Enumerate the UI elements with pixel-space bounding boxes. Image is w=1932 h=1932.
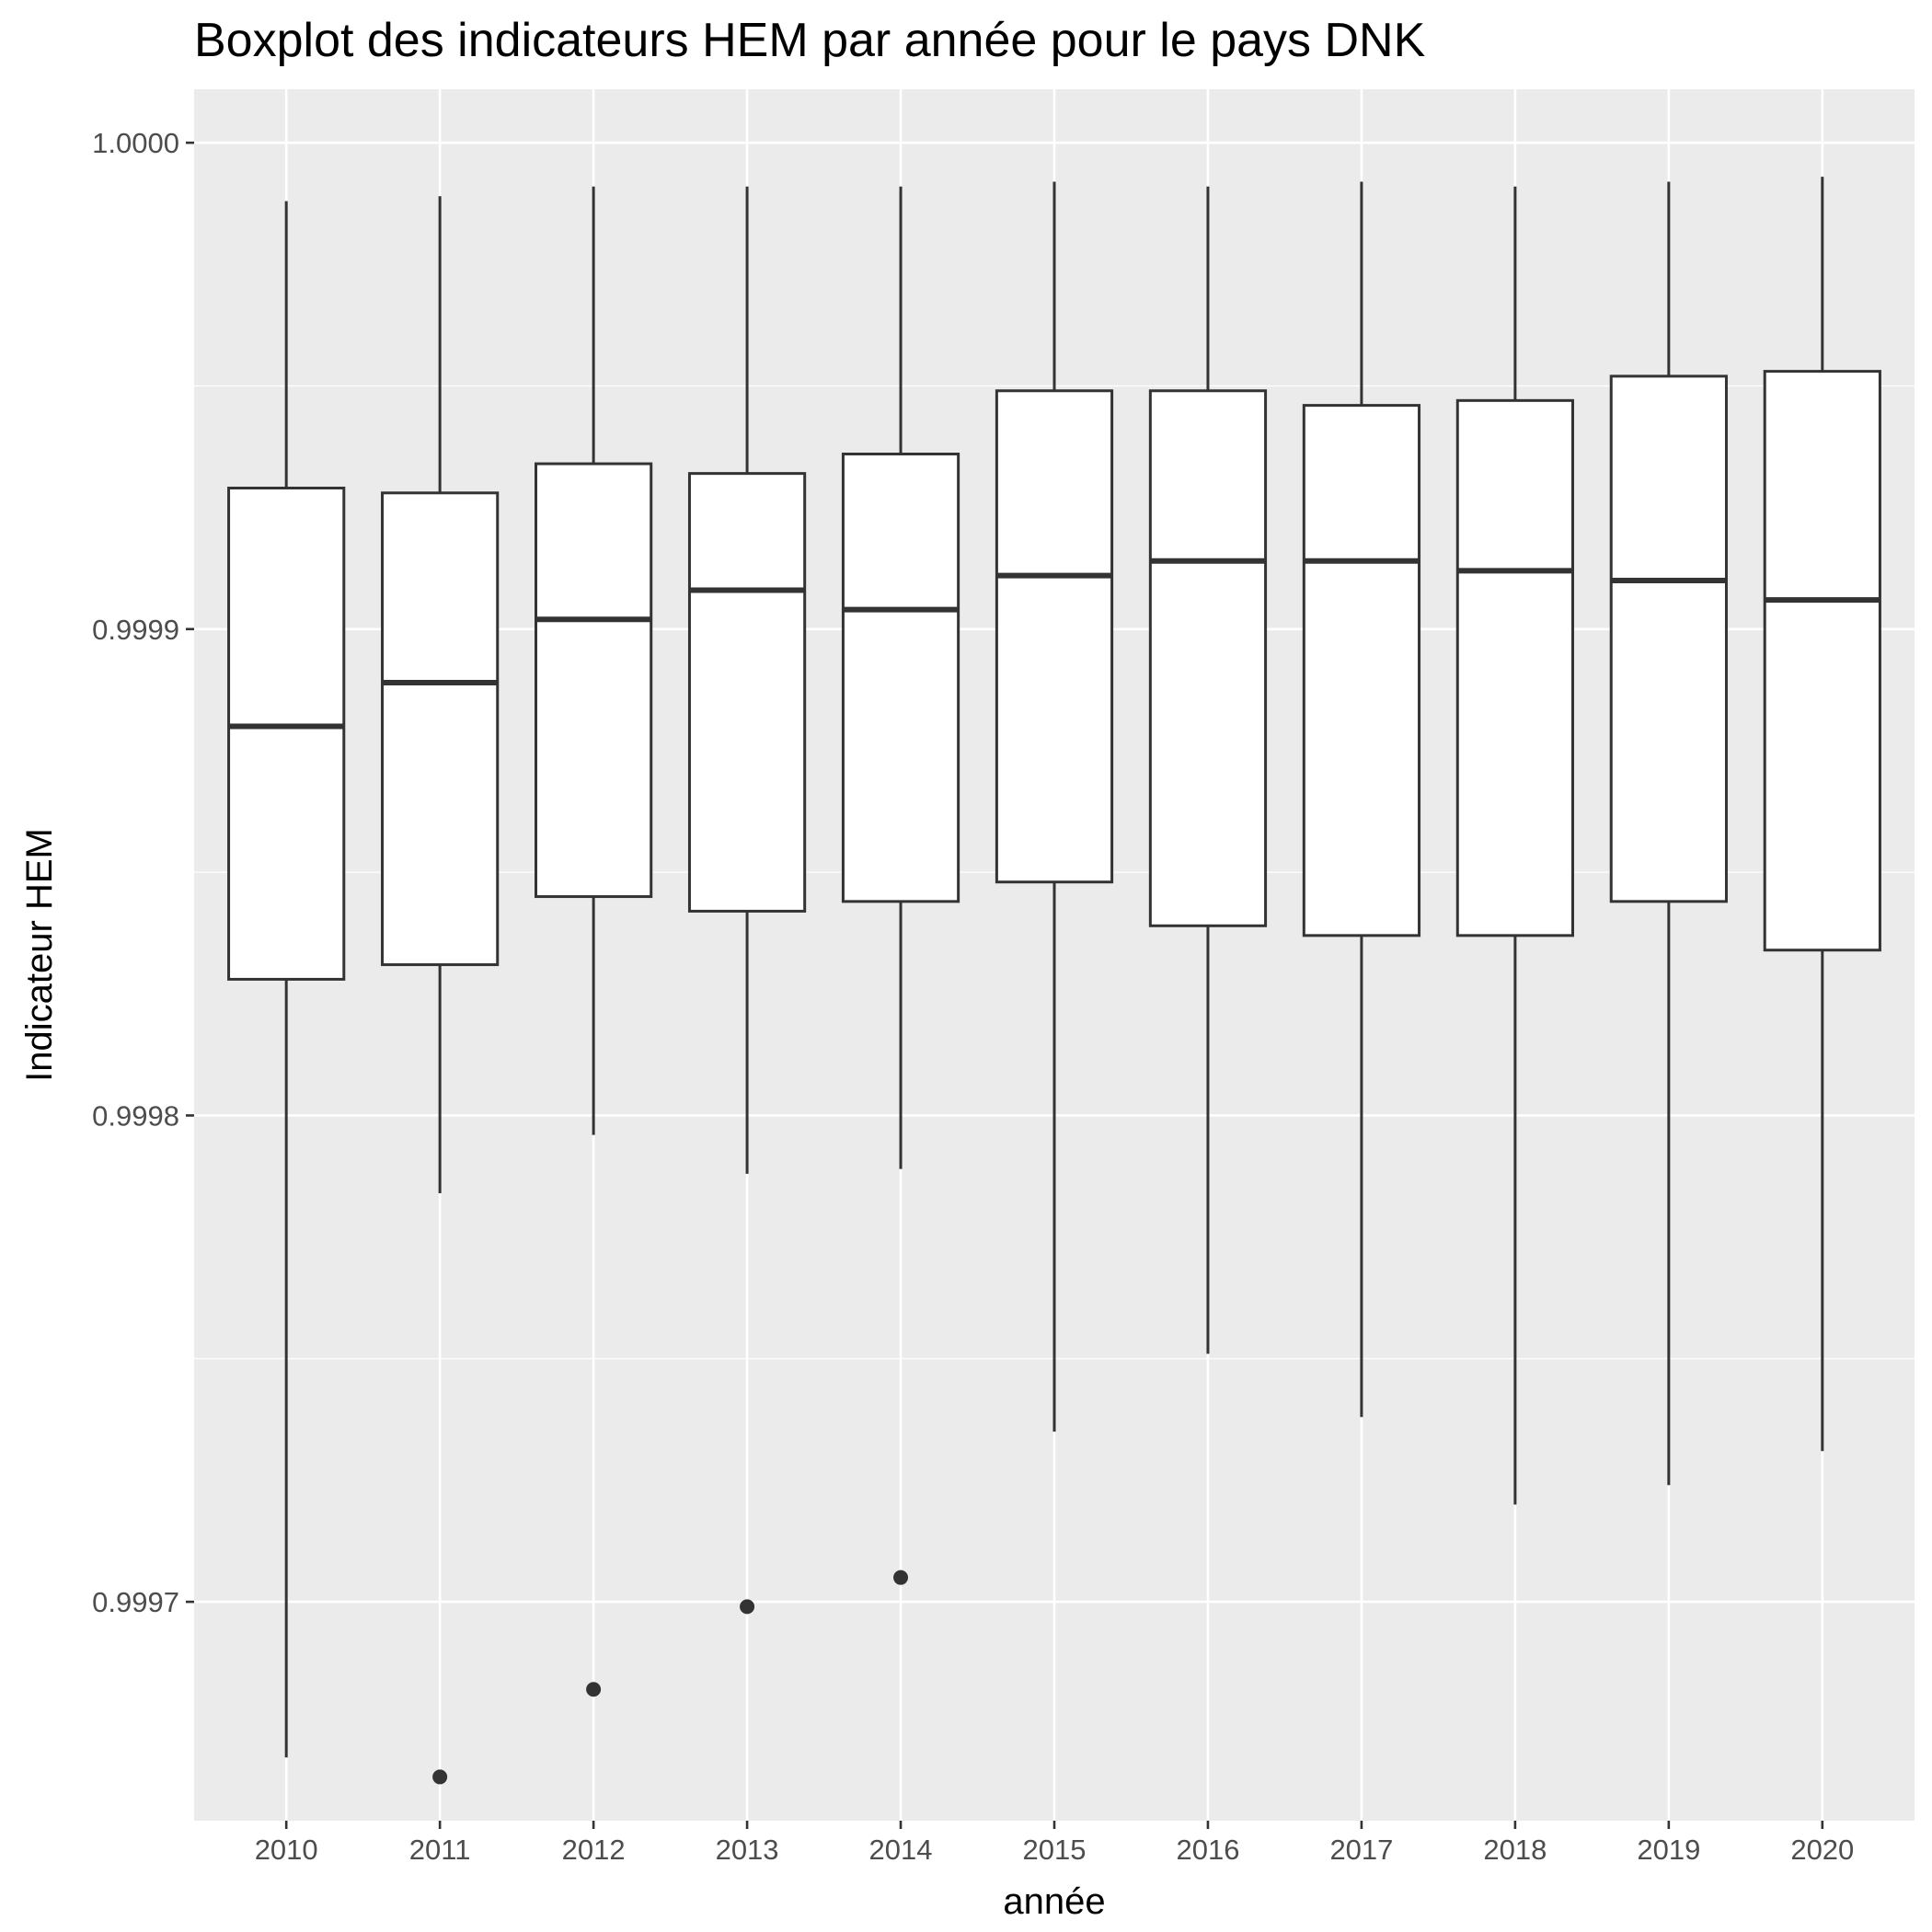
- x-tick-label: 2010: [255, 1834, 318, 1866]
- box-2016: [1148, 186, 1268, 1354]
- box-iqr: [1302, 404, 1421, 937]
- box-2011: [381, 196, 500, 1785]
- x-tick-label: 2013: [716, 1834, 779, 1866]
- box-2019: [1609, 181, 1728, 1486]
- y-tick-label: 0.9998: [92, 1099, 179, 1132]
- box-2010: [227, 201, 346, 1758]
- box-iqr: [1455, 398, 1575, 937]
- x-tick-label: 2015: [1023, 1834, 1087, 1866]
- outlier-point: [586, 1682, 602, 1697]
- box-iqr: [1763, 370, 1881, 952]
- x-tick-label: 2016: [1176, 1834, 1239, 1866]
- box-iqr: [1609, 374, 1728, 903]
- outlier-point: [893, 1570, 909, 1585]
- box-iqr: [381, 491, 500, 967]
- box-2017: [1302, 181, 1421, 1418]
- x-tick-label: 2019: [1637, 1834, 1700, 1866]
- y-tick-label: 1.0000: [92, 127, 179, 159]
- x-tick-label: 2017: [1329, 1834, 1393, 1866]
- box-iqr: [841, 452, 960, 903]
- x-tick-label: 2014: [869, 1834, 933, 1866]
- x-tick-label: 2012: [562, 1834, 626, 1866]
- box-2013: [687, 186, 807, 1615]
- x-tick-label: 2020: [1790, 1834, 1854, 1866]
- x-axis: 2010 2011 2012 2013 2014 2015 2016 2017 2018 2019…: [255, 1821, 1854, 1866]
- box-2012: [534, 186, 653, 1697]
- y-axis: 0.9997 0.9998 0.9999 1.0000: [92, 127, 194, 1618]
- box-iqr: [995, 389, 1114, 884]
- box-2014: [841, 186, 960, 1585]
- outlier-point: [740, 1599, 755, 1615]
- y-tick-label: 0.9999: [92, 614, 179, 646]
- chart-title: Boxplot des indicateurs HEM par année po…: [194, 14, 1426, 67]
- box-series: [227, 177, 1881, 1785]
- box-iqr: [227, 486, 346, 981]
- y-axis-title: Indicateur HEM: [19, 828, 60, 1082]
- box-2015: [995, 181, 1114, 1432]
- outlier-point: [432, 1769, 448, 1785]
- x-tick-label: 2018: [1483, 1834, 1547, 1866]
- x-axis-title: année: [1003, 1881, 1105, 1922]
- box-iqr: [1148, 389, 1268, 927]
- box-iqr: [687, 472, 807, 913]
- box-iqr: [534, 462, 653, 899]
- box-2018: [1455, 186, 1575, 1505]
- y-tick-label: 0.9997: [92, 1586, 179, 1618]
- box-2020: [1763, 177, 1881, 1452]
- x-tick-label: 2011: [409, 1834, 471, 1866]
